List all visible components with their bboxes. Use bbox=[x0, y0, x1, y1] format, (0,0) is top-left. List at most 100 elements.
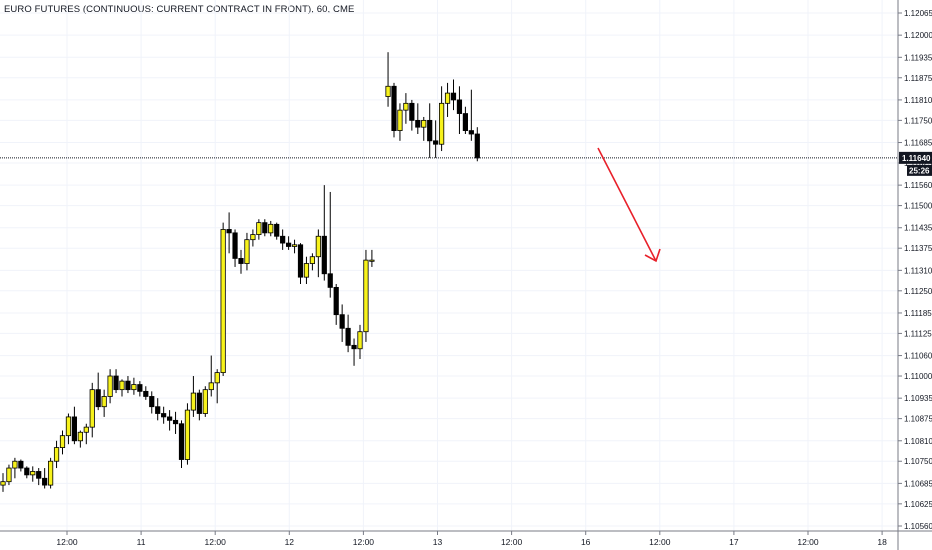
candle-up bbox=[397, 109, 403, 131]
candle-up bbox=[315, 235, 321, 258]
y-tick-label: 1.11560 bbox=[904, 181, 932, 190]
candles bbox=[0, 52, 480, 492]
candle-down bbox=[232, 232, 238, 259]
y-tick-label: 1.10810 bbox=[904, 437, 932, 446]
candle-down bbox=[339, 314, 345, 329]
candle-up bbox=[256, 222, 262, 235]
candle-down bbox=[468, 130, 474, 135]
candle-down bbox=[285, 242, 292, 247]
candle-down bbox=[333, 286, 339, 316]
candle-down bbox=[456, 99, 463, 114]
candle-down bbox=[462, 113, 469, 131]
y-tick-label: 1.11875 bbox=[904, 74, 932, 83]
candle-down bbox=[143, 390, 149, 397]
x-tick-label: 12:00 bbox=[205, 537, 227, 547]
y-tick-label: 1.11935 bbox=[904, 53, 932, 62]
x-tick-label: 16 bbox=[581, 537, 591, 547]
y-tick-label: 1.10685 bbox=[904, 479, 932, 488]
y-tick-label: 1.11750 bbox=[904, 116, 932, 125]
candle-down bbox=[18, 460, 24, 469]
x-tick-label: 11 bbox=[137, 537, 146, 547]
candle-down bbox=[391, 85, 397, 131]
y-tick-label: 1.11060 bbox=[904, 352, 932, 361]
candle-up bbox=[250, 234, 256, 241]
candle-down bbox=[172, 419, 179, 425]
candle-up bbox=[77, 431, 83, 442]
candle-down bbox=[450, 92, 457, 101]
candle-down bbox=[274, 223, 280, 237]
candle-down bbox=[42, 477, 48, 486]
candle-down bbox=[166, 416, 173, 421]
candle-up bbox=[303, 263, 310, 278]
candle-down bbox=[95, 389, 101, 408]
y-tick-label: 1.11435 bbox=[904, 224, 932, 233]
y-tick-label: 1.12000 bbox=[904, 31, 932, 40]
candle-down bbox=[113, 375, 119, 391]
candle-down bbox=[24, 467, 30, 476]
candle-up bbox=[220, 229, 226, 374]
x-tick-label: 12:00 bbox=[501, 537, 523, 547]
countdown-label: 25:26 bbox=[909, 166, 930, 175]
candle-down bbox=[262, 222, 268, 234]
candle-up bbox=[291, 244, 298, 247]
countdown-tag bbox=[907, 164, 932, 176]
candle-down bbox=[433, 140, 439, 145]
candle-up bbox=[59, 435, 66, 449]
candle-down bbox=[36, 471, 42, 479]
candle-down bbox=[178, 423, 185, 460]
candle-up bbox=[101, 396, 107, 408]
candle-down bbox=[161, 413, 167, 418]
candle-up bbox=[214, 372, 220, 384]
candle-up bbox=[89, 389, 95, 428]
candle-down bbox=[71, 416, 77, 442]
x-tick-label: 18 bbox=[877, 537, 887, 547]
candle-up bbox=[244, 239, 250, 264]
y-tick-label: 1.10560 bbox=[904, 522, 932, 531]
y-tick-label: 1.11685 bbox=[904, 139, 932, 148]
candle-down bbox=[345, 327, 351, 346]
candle-up bbox=[268, 223, 274, 234]
y-tick-label: 1.10750 bbox=[904, 457, 932, 466]
candle-down bbox=[351, 344, 357, 350]
candle-down bbox=[297, 244, 304, 278]
x-tick-label: 12:00 bbox=[56, 537, 78, 547]
y-tick-label: 1.11500 bbox=[904, 202, 932, 211]
y-tick-label: 1.10935 bbox=[904, 394, 932, 403]
y-tick-label: 1.11000 bbox=[904, 372, 932, 381]
candle-down bbox=[155, 406, 161, 414]
y-tick-label: 1.11250 bbox=[904, 287, 932, 296]
y-tick-label: 1.11125 bbox=[904, 329, 932, 338]
grid bbox=[0, 0, 898, 531]
y-tick-label: 1.11185 bbox=[904, 309, 932, 318]
candle-up bbox=[208, 382, 214, 391]
y-tick-label: 1.11810 bbox=[904, 96, 932, 105]
candle-up bbox=[83, 426, 89, 433]
candle-up bbox=[421, 119, 427, 128]
candle-down bbox=[238, 258, 244, 264]
candle-down bbox=[327, 273, 333, 288]
candle-up bbox=[65, 416, 72, 437]
candle-up bbox=[30, 471, 36, 476]
candle-down bbox=[125, 380, 131, 391]
candle-up bbox=[357, 331, 363, 350]
candle-up bbox=[0, 481, 6, 486]
candle-up bbox=[444, 92, 451, 104]
candle-down bbox=[149, 396, 155, 408]
candle-up bbox=[53, 447, 60, 462]
candle-down bbox=[474, 133, 480, 159]
x-tick-label: 13 bbox=[433, 537, 443, 547]
y-tick-label: 1.11375 bbox=[904, 244, 932, 253]
candle-up bbox=[190, 392, 196, 411]
candle-up bbox=[48, 460, 54, 486]
x-tick-label: 12 bbox=[285, 537, 295, 547]
candle-down bbox=[427, 119, 433, 142]
candle-up bbox=[438, 102, 445, 145]
candle-up bbox=[184, 409, 191, 460]
current-price-tag bbox=[899, 151, 932, 164]
candle-up bbox=[385, 85, 391, 97]
x-tick-label: 17 bbox=[729, 537, 739, 547]
red-arrow-shaft bbox=[597, 147, 657, 262]
candle-up bbox=[12, 460, 18, 469]
current-price-label: 1.11640 bbox=[902, 154, 931, 163]
